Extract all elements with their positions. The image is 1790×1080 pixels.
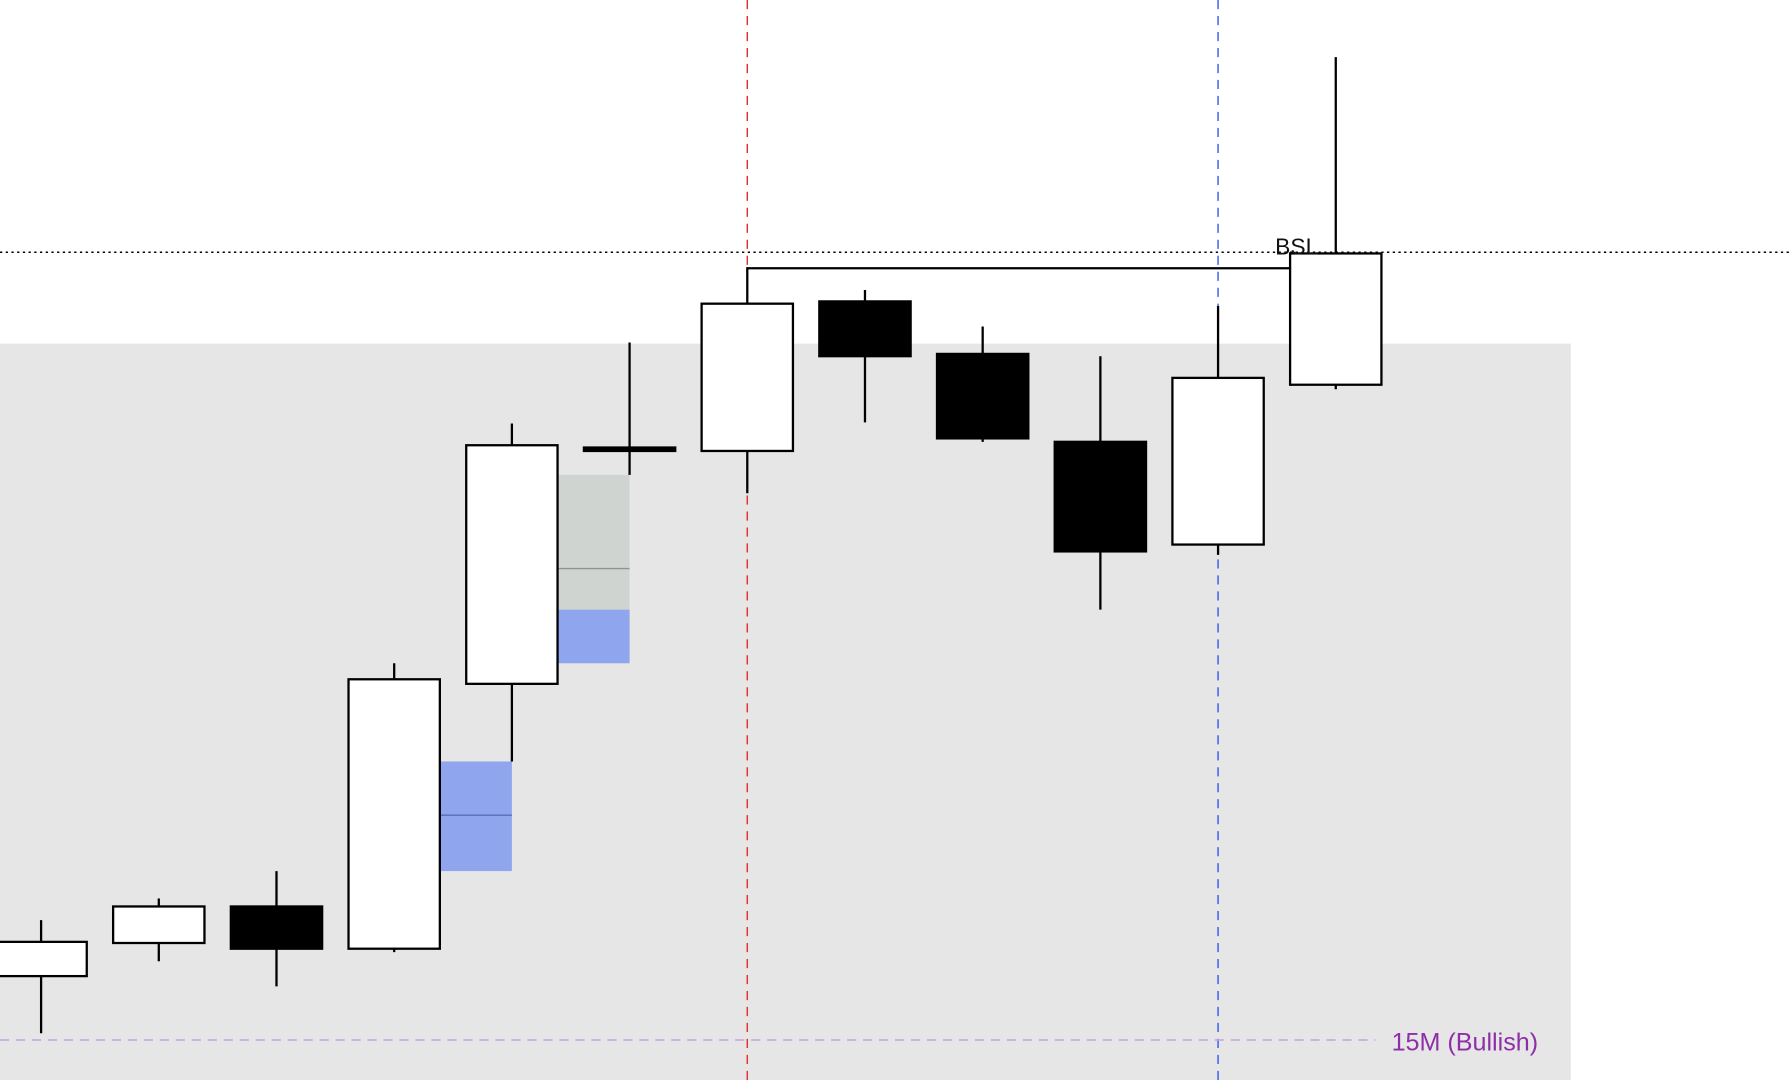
bearish-candle-body bbox=[935, 352, 1030, 440]
candle bbox=[1053, 356, 1148, 610]
bullish-candle-body bbox=[700, 302, 795, 453]
candle bbox=[465, 423, 559, 762]
bearish-candle-body bbox=[1053, 440, 1148, 553]
candle bbox=[229, 871, 324, 987]
bsl-bracket bbox=[746, 267, 1291, 304]
candle bbox=[111, 898, 206, 962]
fvg-zone bbox=[439, 761, 512, 872]
timeframe-bias-label: 15M (Bullish) bbox=[1392, 1028, 1539, 1056]
candle bbox=[1171, 305, 1265, 555]
candle bbox=[582, 342, 677, 475]
candle bbox=[1288, 57, 1383, 390]
candle bbox=[700, 302, 795, 494]
candle bbox=[347, 663, 441, 953]
bullish-candle-body bbox=[111, 905, 206, 945]
fvg-mitigated-zone bbox=[557, 474, 630, 610]
candle bbox=[818, 289, 912, 423]
bullish-candle-body bbox=[347, 678, 441, 950]
bullish-candle-body bbox=[1171, 376, 1265, 546]
bearish-candle-body bbox=[818, 300, 912, 358]
bullish-candle-body bbox=[1288, 252, 1383, 386]
bullish-candle-body bbox=[0, 940, 88, 978]
range-zone bbox=[0, 343, 1571, 1080]
fvg-zone bbox=[557, 609, 630, 664]
bsl-label: BSL bbox=[1275, 234, 1318, 260]
bullish-candle-body bbox=[465, 444, 559, 685]
candle bbox=[0, 920, 88, 1034]
candle bbox=[935, 326, 1030, 442]
bearish-candle-body bbox=[582, 446, 677, 453]
bearish-candle-body bbox=[229, 905, 324, 950]
